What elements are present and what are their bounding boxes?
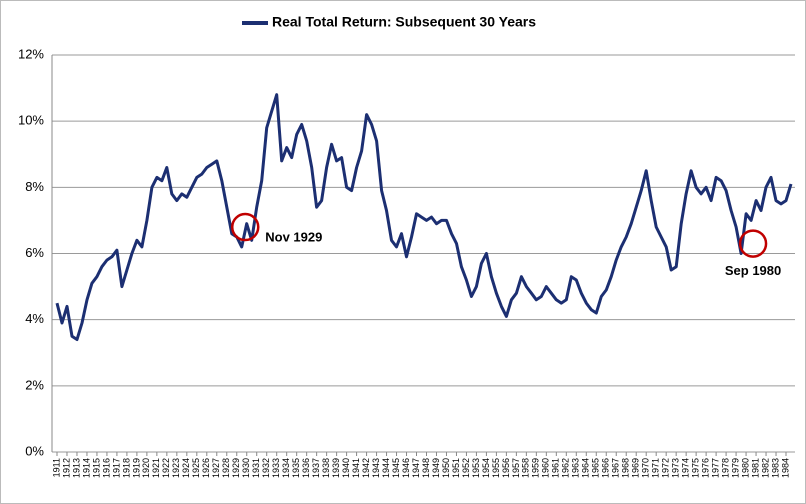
x-tick-label: 1971 (651, 458, 661, 478)
x-tick-label: 1915 (91, 458, 101, 478)
x-tick-label: 1947 (411, 458, 421, 478)
x-tick-label: 1974 (681, 458, 691, 478)
x-tick-label: 1925 (191, 458, 201, 478)
x-tick-label: 1937 (311, 458, 321, 478)
y-tick-label: 6% (25, 245, 44, 260)
y-tick-label: 8% (25, 179, 44, 194)
x-tick-label: 1969 (631, 458, 641, 478)
x-tick-label: 1964 (581, 458, 591, 478)
x-tick-label: 1911 (51, 458, 61, 477)
x-tick-label: 1956 (501, 458, 511, 478)
x-tick-label: 1943 (371, 458, 381, 478)
x-tick-label: 1968 (621, 458, 631, 478)
x-tick-label: 1938 (321, 458, 331, 478)
y-tick-label: 12% (18, 46, 44, 61)
x-tick-label: 1978 (720, 458, 730, 478)
x-tick-label: 1922 (161, 458, 171, 478)
x-tick-label: 1961 (551, 458, 561, 478)
x-tick-label: 1933 (271, 458, 281, 478)
x-tick-label: 1980 (740, 458, 750, 478)
x-tick-label: 1982 (760, 458, 770, 478)
x-tick-label: 1932 (261, 458, 271, 478)
x-tick-label: 1970 (641, 458, 651, 478)
y-tick-label: 10% (18, 113, 44, 128)
x-tick-label: 1981 (750, 458, 760, 478)
x-tick-label: 1959 (531, 458, 541, 478)
x-tick-label: 1957 (511, 458, 521, 478)
x-tick-label: 1942 (361, 458, 371, 478)
x-tick-label: 1966 (601, 458, 611, 478)
x-tick-label: 1977 (710, 458, 720, 478)
x-tick-label: 1916 (101, 458, 111, 478)
x-tick-label: 1936 (301, 458, 311, 478)
x-tick-label: 1919 (131, 458, 141, 478)
x-tick-label: 1935 (291, 458, 301, 478)
x-tick-label: 1983 (770, 458, 780, 478)
x-tick-label: 1979 (730, 458, 740, 478)
x-tick-label: 1965 (591, 458, 601, 478)
x-tick-label: 1946 (401, 458, 411, 478)
x-tick-label: 1927 (211, 458, 221, 478)
x-tick-label: 1917 (111, 458, 121, 478)
x-tick-label: 1920 (141, 458, 151, 478)
x-tick-label: 1950 (441, 458, 451, 478)
legend-label: Real Total Return: Subsequent 30 Years (272, 14, 536, 30)
x-tick-label: 1960 (541, 458, 551, 478)
y-tick-label: 2% (25, 377, 44, 392)
x-tick-label: 1914 (81, 458, 91, 478)
x-tick-label: 1939 (331, 458, 341, 478)
x-tick-label: 1953 (471, 458, 481, 478)
x-tick-label: 1972 (661, 458, 671, 478)
annotation-circle (230, 212, 260, 242)
y-tick-label: 4% (25, 311, 44, 326)
x-tick-label: 1976 (700, 458, 710, 478)
x-tick-label: 1929 (231, 458, 241, 478)
annotation-label: Nov 1929 (265, 229, 322, 244)
x-tick-label: 1921 (151, 458, 161, 478)
x-tick-label: 1962 (561, 458, 571, 478)
x-tick-label: 1955 (491, 458, 501, 478)
x-tick-label: 1940 (341, 458, 351, 478)
x-tick-label: 1931 (251, 458, 261, 478)
x-tick-label: 1963 (571, 458, 581, 478)
x-tick-label: 1923 (171, 458, 181, 478)
x-tick-label: 1924 (181, 458, 191, 478)
x-tick-label: 1930 (241, 458, 251, 478)
x-tick-label: 1928 (221, 458, 231, 478)
x-tick-label: 1944 (381, 458, 391, 478)
x-tick-label: 1913 (71, 458, 81, 478)
x-tick-label: 1984 (780, 458, 790, 478)
x-tick-label: 1967 (611, 458, 621, 478)
x-tick-label: 1912 (61, 458, 71, 478)
x-tick-label: 1973 (671, 458, 681, 478)
x-tick-label: 1918 (121, 458, 131, 478)
y-tick-label: 0% (25, 443, 44, 458)
annotation-label: Sep 1980 (725, 263, 781, 278)
annotation-circle (738, 229, 768, 258)
x-tick-label: 1975 (691, 458, 701, 478)
x-tick-label: 1934 (281, 458, 291, 478)
x-tick-label: 1926 (201, 458, 211, 478)
series-line (55, 93, 793, 341)
x-tick-label: 1941 (351, 458, 361, 478)
x-tick-label: 1951 (451, 458, 461, 478)
x-tick-label: 1945 (391, 458, 401, 478)
x-tick-label: 1949 (431, 458, 441, 478)
x-tick-label: 1952 (461, 458, 471, 478)
x-tick-label: 1958 (521, 458, 531, 478)
x-tick-label: 1948 (421, 458, 431, 478)
x-tick-label: 1954 (481, 458, 491, 478)
